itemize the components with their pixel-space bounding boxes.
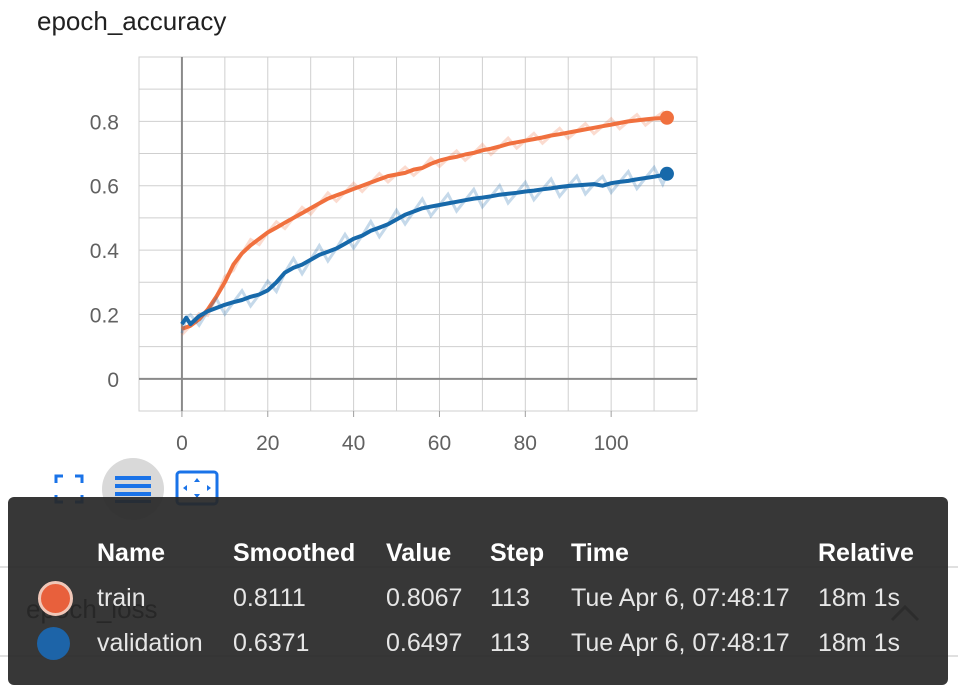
row-train-name: train (97, 584, 146, 612)
x-tick-label: 60 (428, 432, 451, 455)
y-tick-label: 0 (107, 369, 119, 392)
header-relative: Relative (818, 539, 914, 567)
y-tick-label: 0.2 (90, 304, 119, 327)
row-validation-relative: 18m 1s (818, 629, 900, 657)
tooltip-table: Name Smoothed Value Step Time Relative t… (8, 497, 948, 685)
y-tick-label: 0.4 (90, 240, 120, 263)
series-endpoint-validation (659, 166, 674, 181)
series-line-validation (180, 171, 668, 327)
row-validation-name: validation (97, 629, 203, 657)
series-endpoint-train (659, 110, 674, 125)
row-validation-step: 113 (490, 629, 530, 657)
header-name: Name (97, 539, 166, 567)
row-train-step: 113 (490, 584, 530, 612)
row-validation-time: Tue Apr 6, 07:48:17 (571, 629, 790, 657)
row-train-value: 0.8067 (386, 584, 463, 612)
x-tick-label: 0 (176, 432, 188, 455)
series-swatch-validation (37, 627, 70, 660)
series-swatch-train (38, 581, 73, 616)
row-train-smoothed: 0.8111 (233, 584, 306, 612)
x-tick-label: 20 (256, 432, 279, 455)
x-tick-label: 100 (594, 432, 629, 455)
series-raw-validation (180, 164, 669, 334)
fullscreen-button[interactable] (48, 468, 90, 510)
fullscreen-icon (54, 474, 84, 504)
header-step: Step (490, 539, 545, 567)
header-smoothed: Smoothed (233, 539, 356, 567)
row-validation-value: 0.6497 (386, 629, 463, 657)
x-tick-label: 40 (342, 432, 365, 455)
y-tick-label: 0.6 (90, 176, 119, 199)
series-line-train (181, 115, 668, 331)
row-train-relative: 18m 1s (818, 584, 900, 612)
header-value: Value (386, 539, 452, 567)
header-time: Time (571, 539, 629, 567)
y-tick-label: 0.8 (90, 111, 119, 134)
row-validation-smoothed: 0.6371 (233, 629, 310, 657)
x-tick-label: 80 (514, 432, 537, 455)
plot-frame (138, 56, 698, 412)
data-tooltip: Name Smoothed Value Step Time Relative t… (8, 497, 948, 685)
chart-title: epoch_accuracy (37, 6, 227, 36)
row-train-time: Tue Apr 6, 07:48:17 (571, 584, 790, 612)
